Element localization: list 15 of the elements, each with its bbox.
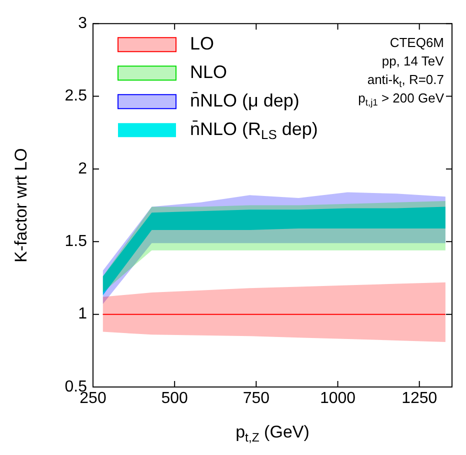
legend-label: NLO [190,62,228,82]
legend-label: n̄NLO (μ dep) [190,90,300,111]
x-tick-label: 1000 [320,390,356,408]
x-tick-label: 750 [242,390,270,408]
x-tick-label: 500 [161,390,188,408]
y-tick-label: 2 [78,160,88,178]
y-tick-label: 2.5 [64,88,88,105]
annotation: CTEQ6M [390,35,444,50]
y-tick-label: 1.5 [64,233,88,250]
legend-label: LO [190,34,214,54]
y-tick-label: 3 [78,15,88,32]
x-tick-label: 1250 [402,390,438,408]
y-axis-title: K-factor wrt LO [12,148,31,262]
annotation: pp, 14 TeV [382,54,444,69]
y-tick-label: 1 [78,306,88,323]
